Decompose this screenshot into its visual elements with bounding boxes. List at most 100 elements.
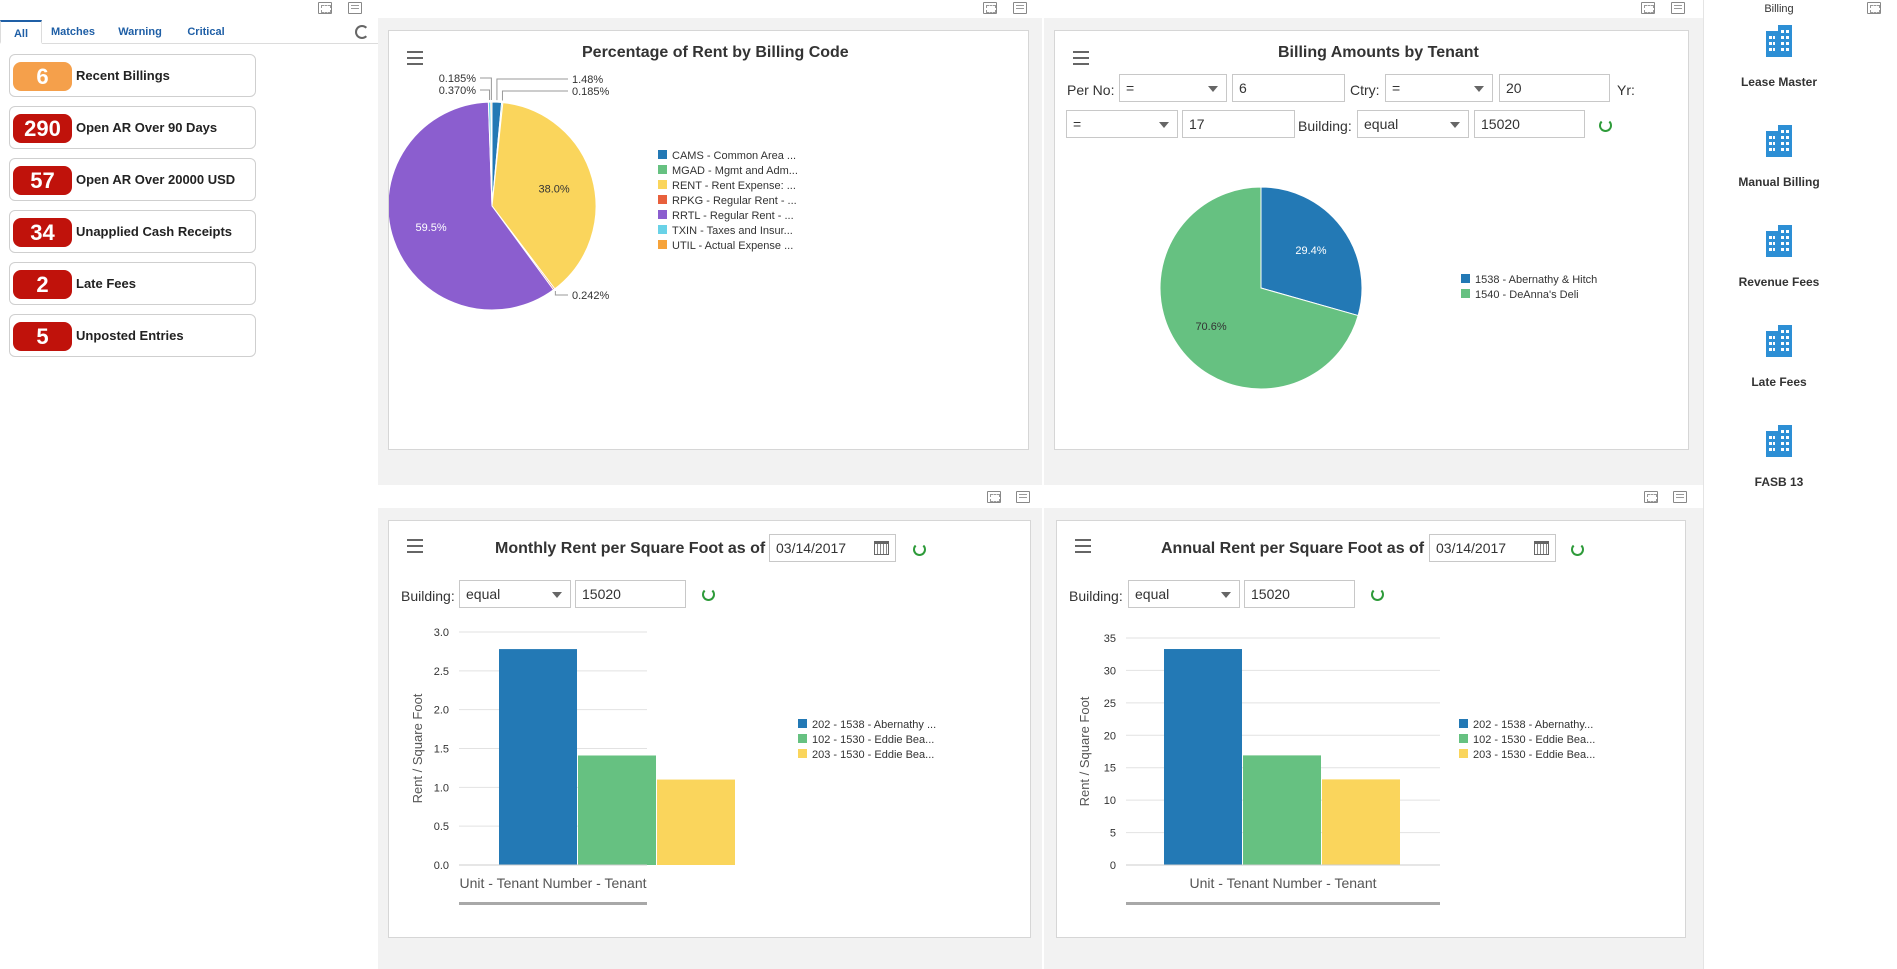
- springboard-tile[interactable]: Lease Master: [1704, 25, 1854, 105]
- springboard-label: FASB 13: [1754, 475, 1804, 489]
- per-no-operator-select[interactable]: =: [1119, 74, 1227, 102]
- building-icon: [1766, 325, 1792, 357]
- building-input[interactable]: 15020: [1474, 110, 1585, 138]
- refresh-icon[interactable]: [913, 543, 926, 556]
- legend-item[interactable]: RRTL - Regular Rent - ...: [672, 210, 794, 222]
- building-operator-select[interactable]: equal: [1128, 580, 1240, 608]
- options-icon[interactable]: [348, 2, 362, 14]
- refresh-icon[interactable]: [1371, 588, 1384, 601]
- legend-item[interactable]: 203 - 1530 - Eddie Bea...: [1473, 749, 1595, 761]
- watchlist-item[interactable]: 290 Open AR Over 90 Days: [9, 106, 256, 149]
- ctry-input[interactable]: 20: [1499, 74, 1610, 102]
- pie-slice[interactable]: [491, 102, 597, 290]
- tab-critical[interactable]: Critical: [187, 26, 225, 38]
- legend-item[interactable]: RENT - Rent Expense: ...: [672, 180, 796, 192]
- building-operator-select[interactable]: equal: [459, 580, 571, 608]
- axis-scrollbar[interactable]: [1126, 902, 1440, 905]
- options-icon[interactable]: [1013, 2, 1027, 14]
- springboard-tile[interactable]: Late Fees: [1704, 325, 1854, 405]
- select-value: equal: [1135, 586, 1170, 602]
- refresh-icon[interactable]: [702, 588, 715, 601]
- bar[interactable]: [499, 649, 577, 865]
- y-tick-label: 1.0: [434, 782, 449, 794]
- watchlist-item[interactable]: 5 Unposted Entries: [9, 314, 256, 357]
- bar[interactable]: [578, 755, 656, 865]
- watchlist-item[interactable]: 34 Unapplied Cash Receipts: [9, 210, 256, 253]
- y-tick-label: 15: [1104, 763, 1116, 775]
- maximize-icon[interactable]: [987, 491, 1001, 503]
- legend-item[interactable]: 1540 - DeAnna's Deli: [1475, 289, 1579, 301]
- maximize-icon[interactable]: [1641, 2, 1655, 14]
- calendar-icon[interactable]: [874, 541, 889, 555]
- pie-slice[interactable]: [389, 101, 555, 311]
- y-tick-label: 0: [1110, 860, 1116, 872]
- annual-rent-card: Annual Rent per Square Foot as of 03/14/…: [1056, 520, 1686, 938]
- springboard-tile[interactable]: Manual Billing: [1704, 125, 1854, 205]
- legend-item[interactable]: 102 - 1530 - Eddie Bea...: [1473, 734, 1595, 746]
- y-tick-label: 0.0: [434, 860, 449, 872]
- y-tick-label: 5: [1110, 828, 1116, 840]
- ctry-label: Ctry:: [1350, 82, 1380, 98]
- watchlist-item[interactable]: 6 Recent Billings: [9, 54, 256, 97]
- menu-icon[interactable]: [1075, 539, 1091, 553]
- yr-operator-select[interactable]: =: [1066, 110, 1178, 138]
- pie-slice[interactable]: [1159, 186, 1359, 390]
- chart-title: Billing Amounts by Tenant: [1278, 44, 1479, 61]
- options-icon[interactable]: [1673, 491, 1687, 503]
- legend-item[interactable]: TXIN - Taxes and Insur...: [672, 225, 793, 237]
- yr-input[interactable]: 17: [1182, 110, 1295, 138]
- maximize-icon[interactable]: [1644, 491, 1658, 503]
- building-input[interactable]: 15020: [1244, 580, 1355, 608]
- legend-item[interactable]: 102 - 1530 - Eddie Bea...: [812, 734, 934, 746]
- maximize-icon[interactable]: [983, 2, 997, 14]
- maximize-icon[interactable]: [1867, 2, 1881, 14]
- menu-icon[interactable]: [407, 51, 423, 65]
- legend-item[interactable]: 202 - 1538 - Abernathy...: [1473, 719, 1593, 731]
- tab-matches[interactable]: Matches: [50, 26, 96, 38]
- building-operator-select[interactable]: equal: [1357, 110, 1469, 138]
- refresh-icon[interactable]: [1571, 543, 1584, 556]
- menu-icon[interactable]: [1073, 51, 1089, 65]
- springboard-tile[interactable]: FASB 13: [1704, 425, 1854, 505]
- legend-item[interactable]: RPKG - Regular Rent - ...: [672, 195, 797, 207]
- ctry-operator-select[interactable]: =: [1385, 74, 1493, 102]
- menu-icon[interactable]: [407, 539, 423, 553]
- per-no-input[interactable]: 6: [1232, 74, 1345, 102]
- watchlist-item[interactable]: 57 Open AR Over 20000 USD: [9, 158, 256, 201]
- building-icon: [1766, 225, 1792, 257]
- options-icon[interactable]: [1671, 2, 1685, 14]
- legend-item[interactable]: 203 - 1530 - Eddie Bea...: [812, 749, 934, 761]
- legend-item[interactable]: 1538 - Abernathy & Hitch: [1475, 274, 1597, 286]
- tab-warning[interactable]: Warning: [118, 26, 162, 38]
- bar[interactable]: [1322, 779, 1400, 865]
- axis-scrollbar[interactable]: [459, 902, 647, 905]
- legend-swatch: [658, 210, 667, 219]
- watchlist-tabs: All Matches Warning Critical: [0, 20, 378, 44]
- tab-all[interactable]: All: [0, 20, 42, 44]
- maximize-icon[interactable]: [318, 2, 332, 14]
- springboard-tile[interactable]: Revenue Fees: [1704, 225, 1854, 305]
- legend-swatch: [1459, 719, 1468, 728]
- count-badge: 6: [13, 62, 72, 91]
- as-of-date-input[interactable]: 03/14/2017: [1429, 534, 1556, 562]
- refresh-icon[interactable]: [1599, 119, 1612, 132]
- bar[interactable]: [1243, 755, 1321, 865]
- refresh-icon[interactable]: [355, 25, 369, 39]
- y-tick-label: 30: [1104, 665, 1116, 677]
- pie-slice[interactable]: [1260, 186, 1363, 317]
- building-input[interactable]: 15020: [575, 580, 686, 608]
- watchlist-item[interactable]: 2 Late Fees: [9, 262, 256, 305]
- bar[interactable]: [657, 779, 735, 865]
- legend-item[interactable]: 202 - 1538 - Abernathy ...: [812, 719, 936, 731]
- legend-item[interactable]: MGAD - Mgmt and Adm...: [672, 165, 798, 177]
- options-icon[interactable]: [1016, 491, 1030, 503]
- pie-slice[interactable]: [490, 101, 493, 207]
- select-value: =: [1126, 80, 1135, 96]
- chart-title: Monthly Rent per Square Foot as of: [495, 540, 766, 557]
- legend-swatch: [798, 734, 807, 743]
- bar[interactable]: [1164, 649, 1242, 865]
- as-of-date-input[interactable]: 03/14/2017: [769, 534, 896, 562]
- legend-item[interactable]: CAMS - Common Area ...: [672, 150, 796, 162]
- legend-item[interactable]: UTIL - Actual Expense ...: [672, 240, 793, 252]
- calendar-icon[interactable]: [1534, 541, 1549, 555]
